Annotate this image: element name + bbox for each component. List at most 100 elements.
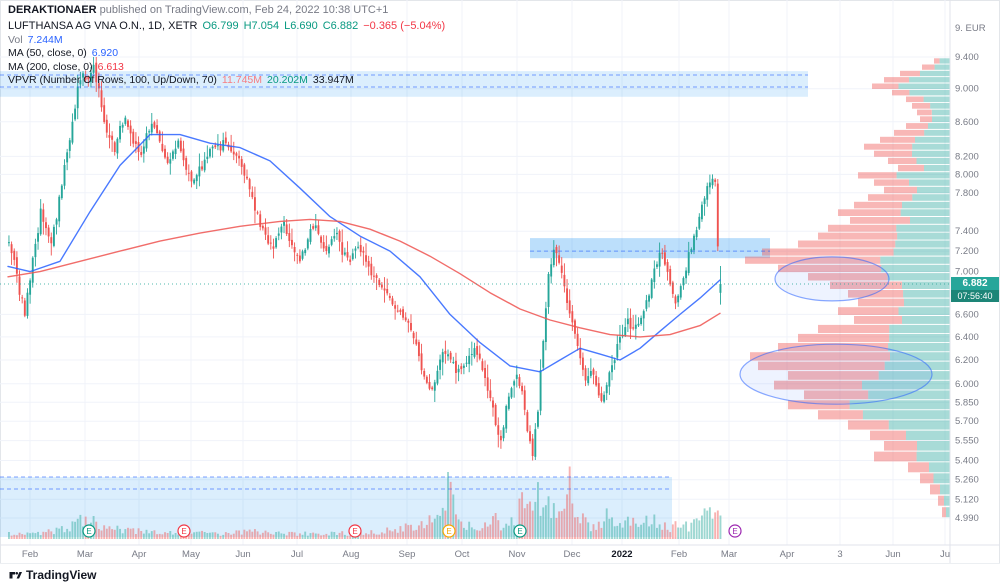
svg-text:5.260: 5.260 — [955, 475, 979, 486]
svg-text:E: E — [732, 527, 737, 536]
legend-symbol-row[interactable]: LUFTHANSA AG VNA O.N., 1D, XETR O6.799 H7.… — [8, 20, 450, 34]
svg-text:Nov: Nov — [509, 549, 526, 560]
svg-text:E: E — [517, 527, 522, 536]
ma50-value: 6.920 — [91, 47, 119, 59]
volume-bars-layer — [8, 466, 722, 539]
volume-label: Vol — [8, 33, 23, 46]
svg-text:E: E — [446, 527, 451, 536]
symbol-title[interactable]: LUFTHANSA AG VNA O.N., 1D, XETR — [8, 20, 198, 32]
axes-layer[interactable]: 9. EUR 9.400 9.000 8.600 8.200 8.000 7.800 7.40… — [0, 0, 1000, 563]
ma50-label: MA (50, close, 0) — [8, 47, 87, 59]
svg-text:6.400: 6.400 — [955, 332, 979, 343]
drawing-lines-layer[interactable] — [0, 74, 950, 490]
svg-text:3: 3 — [837, 549, 842, 560]
legend-ma50-row[interactable]: MA (50, close, 0) 6.920 — [8, 47, 450, 61]
svg-text:5.700: 5.700 — [955, 416, 979, 427]
svg-text:9.400: 9.400 — [955, 52, 979, 63]
svg-text:Mar: Mar — [77, 549, 93, 560]
legend-ma200-row[interactable]: MA (200, close, 0) 6.613 — [8, 61, 450, 75]
last-price-badge[interactable]: 6.882 07:56:40 — [951, 277, 999, 302]
svg-text:6.600: 6.600 — [955, 309, 979, 320]
bar-close-countdown: 07:56:40 — [951, 290, 999, 302]
ma200-label: MA (200, close, 0) — [8, 60, 93, 73]
svg-text:7.000: 7.000 — [955, 267, 979, 278]
svg-text:Feb: Feb — [22, 549, 38, 560]
vpvr-up-volume: 20.202M — [267, 74, 308, 86]
svg-text:Feb: Feb — [671, 549, 687, 560]
svg-text:2022: 2022 — [611, 549, 632, 560]
legend-pane: LUFTHANSA AG VNA O.N., 1D, XETR O6.799 H7.… — [8, 20, 450, 88]
earnings-marker[interactable]: E — [442, 524, 456, 538]
ma200-value: 6.613 — [97, 60, 124, 73]
legend-volume-row[interactable]: Vol 7.244M — [8, 34, 450, 48]
svg-text:Dec: Dec — [564, 549, 581, 560]
ma50-line — [7, 133, 721, 373]
ohlc-close: C6.882 — [322, 20, 359, 32]
svg-text:6.200: 6.200 — [955, 355, 979, 366]
publish-header: DERAKTIONAER published on TradingView.co… — [8, 4, 388, 16]
svg-text:May: May — [182, 549, 200, 560]
svg-text:5.120: 5.120 — [955, 494, 979, 505]
highlight-ellipse[interactable] — [739, 343, 933, 405]
grid-layer — [0, 0, 950, 545]
svg-text:9.000: 9.000 — [955, 84, 979, 95]
drawing-zones-layer[interactable] — [0, 71, 808, 537]
svg-text:8.600: 8.600 — [955, 117, 979, 128]
svg-text:7.800: 7.800 — [955, 188, 979, 199]
highlight-ellipse[interactable] — [774, 256, 890, 302]
chart-canvas[interactable]: E E E E E E 9. EUR 9.400 9.000 8.600 8.200 8.000 7.8… — [0, 0, 1000, 563]
svg-text:7.200: 7.200 — [955, 246, 979, 257]
svg-text:Aug: Aug — [343, 549, 360, 560]
svg-text:Oct: Oct — [455, 549, 470, 560]
ma200-line — [7, 218, 721, 338]
earnings-marker[interactable]: E — [513, 524, 527, 538]
svg-text:Mar: Mar — [721, 549, 737, 560]
earnings-marker[interactable]: E — [348, 524, 362, 538]
ohlc-high: H7.054 — [243, 20, 280, 32]
zone-mid-resistance[interactable] — [530, 238, 770, 259]
svg-text:8.000: 8.000 — [955, 169, 979, 180]
svg-text:Jun: Jun — [235, 549, 250, 560]
svg-text:6.000: 6.000 — [955, 379, 979, 390]
moving-average-lines-layer — [7, 133, 721, 373]
candles-layer — [8, 57, 722, 461]
svg-text:Jul: Jul — [291, 549, 303, 560]
svg-text:7.400: 7.400 — [955, 226, 979, 237]
volume-value: 7.244M — [27, 33, 63, 46]
change-value: −0.365 (−5.04%) — [363, 20, 446, 32]
vpvr-down-volume: 11.745M — [221, 74, 263, 86]
svg-text:5.400: 5.400 — [955, 456, 979, 467]
ohlc-low: L6.690 — [284, 20, 318, 32]
price-axis-unit-label: 9. EUR — [955, 23, 986, 34]
tradingview-logo-icon — [9, 571, 22, 578]
svg-text:E: E — [352, 527, 357, 536]
svg-text:E: E — [86, 527, 91, 536]
svg-text:4.990: 4.990 — [955, 513, 979, 524]
earnings-marker[interactable]: E — [728, 524, 742, 538]
volume-profile-layer — [745, 58, 951, 518]
svg-text:E: E — [181, 527, 186, 536]
svg-text:Sep: Sep — [399, 549, 416, 560]
tradingview-brand-text: TradingView — [26, 567, 97, 582]
vpvr-total-volume: 33.947M — [312, 74, 354, 86]
svg-text:Ju: Ju — [940, 549, 950, 560]
svg-text:Apr: Apr — [780, 549, 795, 560]
svg-text:5.550: 5.550 — [955, 436, 979, 447]
publish-info-text: published on TradingView.com, Feb 24, 20… — [96, 4, 389, 16]
earnings-marker[interactable]: E — [177, 524, 191, 538]
svg-text:8.200: 8.200 — [955, 151, 979, 162]
svg-text:Apr: Apr — [132, 549, 147, 560]
tradingview-attribution[interactable]: TradingView — [8, 568, 96, 582]
legend-vpvr-row[interactable]: VPVR (Number Of Rows, 100, Up/Down, 70) 1… — [8, 74, 450, 88]
svg-text:Jun: Jun — [885, 549, 900, 560]
footer-bar: TradingView — [0, 563, 1000, 584]
svg-text:5.850: 5.850 — [955, 397, 979, 408]
last-price-value: 6.882 — [951, 277, 999, 290]
zone-bottom-support[interactable] — [0, 477, 672, 537]
vpvr-label: VPVR (Number Of Rows, 100, Up/Down, 70) — [8, 74, 217, 86]
publisher-name: DERAKTIONAER — [8, 4, 97, 16]
ohlc-open: O6.799 — [202, 20, 239, 32]
earnings-marker[interactable]: E — [82, 524, 96, 538]
